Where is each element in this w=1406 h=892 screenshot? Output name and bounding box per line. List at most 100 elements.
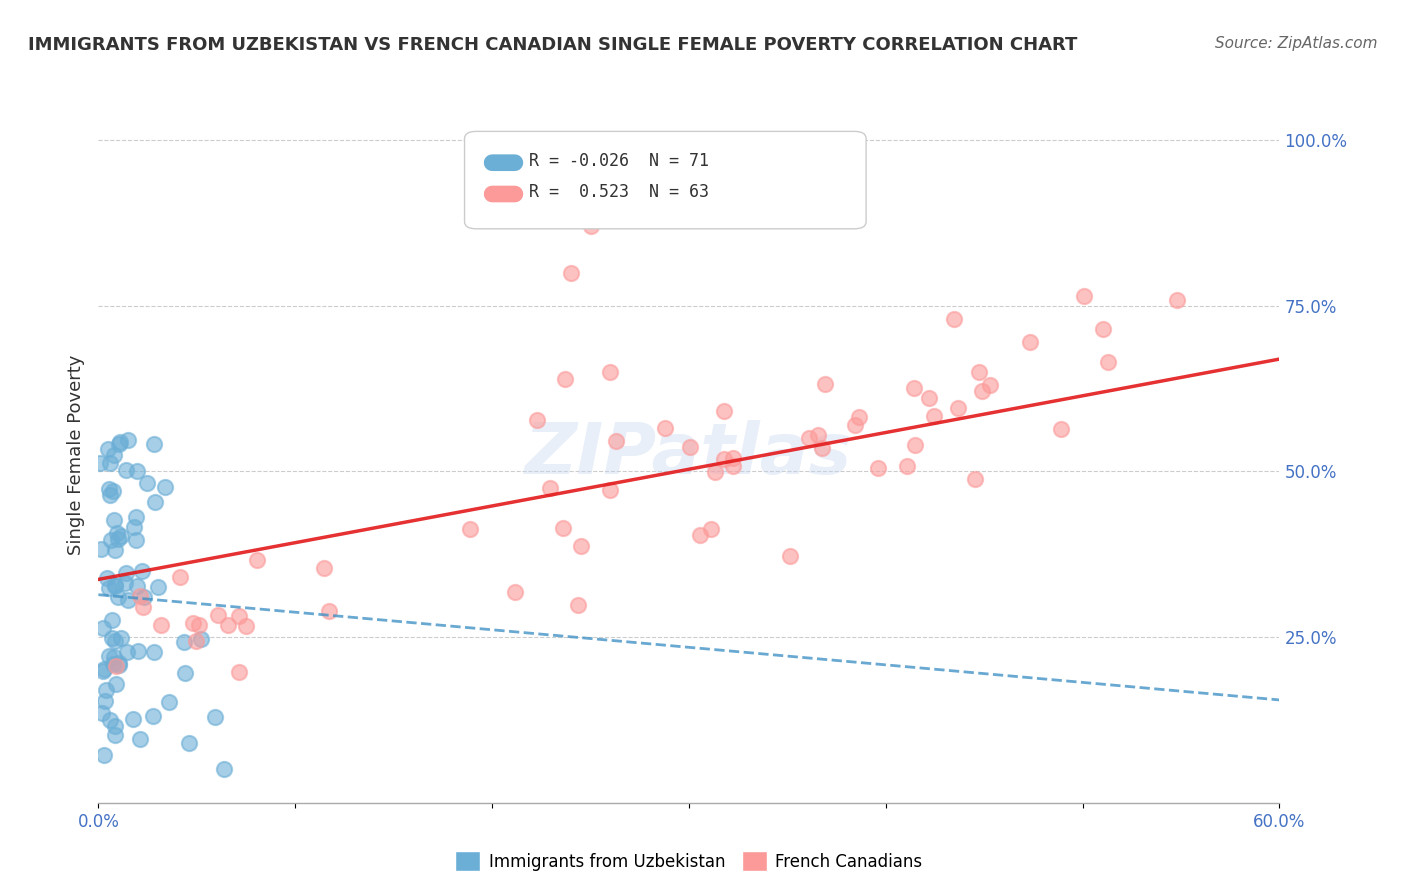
Point	[1092, 322, 1115, 336]
Point	[560, 266, 582, 280]
Point	[235, 619, 257, 633]
Legend: Immigrants from Uzbekistan, French Canadians: Immigrants from Uzbekistan, French Canad…	[449, 845, 929, 878]
Point	[979, 377, 1001, 392]
Point	[91, 621, 114, 635]
Point	[103, 650, 125, 665]
Text: Source: ZipAtlas.com: Source: ZipAtlas.com	[1215, 36, 1378, 51]
Text: R =  0.523  N = 63: R = 0.523 N = 63	[530, 183, 710, 201]
Point	[458, 522, 481, 536]
Point	[142, 437, 165, 451]
Point	[98, 713, 121, 727]
Point	[806, 428, 828, 442]
Point	[105, 658, 128, 673]
Point	[689, 528, 711, 542]
Point	[90, 541, 112, 556]
Point	[721, 458, 744, 473]
Point	[131, 564, 153, 578]
Point	[1166, 293, 1188, 307]
Point	[103, 483, 125, 498]
Point	[844, 417, 866, 432]
Point	[567, 598, 589, 612]
Point	[107, 590, 129, 604]
Point	[1049, 422, 1071, 436]
Point	[814, 376, 837, 391]
Point	[173, 635, 195, 649]
Point	[207, 608, 229, 623]
Point	[93, 694, 115, 708]
FancyBboxPatch shape	[464, 131, 866, 229]
Point	[948, 401, 970, 416]
Point	[188, 618, 211, 632]
Point	[104, 633, 127, 648]
Point	[1097, 355, 1119, 369]
Point	[799, 431, 821, 445]
Point	[110, 529, 132, 543]
Point	[107, 533, 129, 547]
Point	[143, 645, 166, 659]
Point	[103, 448, 125, 462]
Y-axis label: Single Female Poverty: Single Female Poverty	[66, 355, 84, 555]
Point	[190, 632, 212, 646]
Point	[679, 440, 702, 454]
Point	[132, 600, 155, 615]
Point	[569, 539, 592, 553]
Point	[117, 592, 139, 607]
Point	[98, 581, 121, 595]
Point	[110, 631, 132, 645]
Point	[103, 513, 125, 527]
Point	[553, 521, 575, 535]
Point	[212, 762, 235, 776]
Point	[173, 665, 195, 680]
Point	[599, 365, 621, 379]
Point	[904, 438, 927, 452]
Point	[101, 613, 124, 627]
Point	[104, 728, 127, 742]
Point	[605, 434, 627, 448]
Point	[579, 219, 602, 234]
Point	[125, 533, 148, 548]
Point	[97, 442, 120, 456]
Point	[700, 522, 723, 536]
Point	[127, 464, 149, 478]
Point	[181, 615, 204, 630]
Point	[89, 456, 111, 470]
Point	[903, 381, 925, 395]
Point	[654, 421, 676, 435]
Point	[129, 731, 152, 746]
Point	[93, 665, 115, 679]
Point	[104, 579, 127, 593]
Point	[228, 609, 250, 624]
Point	[105, 525, 128, 540]
Point	[526, 412, 548, 426]
Point	[108, 657, 131, 672]
Point	[104, 719, 127, 733]
Text: ZIPatlas: ZIPatlas	[526, 420, 852, 490]
Point	[972, 384, 994, 398]
Point	[93, 748, 115, 763]
Point	[1073, 289, 1095, 303]
Point	[922, 409, 945, 424]
Point	[704, 465, 727, 479]
Point	[107, 656, 129, 670]
Point	[96, 571, 118, 585]
Point	[114, 575, 136, 590]
Point	[217, 617, 239, 632]
Point	[91, 706, 114, 720]
Point	[503, 584, 526, 599]
Point	[105, 677, 128, 691]
Point	[1019, 334, 1042, 349]
Point	[100, 533, 122, 548]
Point	[713, 451, 735, 466]
Point	[104, 578, 127, 592]
Point	[115, 463, 138, 477]
Point	[115, 566, 138, 581]
Point	[128, 589, 150, 603]
Point	[101, 657, 124, 671]
Point	[94, 682, 117, 697]
Point	[204, 710, 226, 724]
Point	[918, 391, 941, 405]
Point	[143, 495, 166, 509]
Point	[108, 437, 131, 451]
Point	[121, 712, 143, 726]
Point	[153, 479, 176, 493]
